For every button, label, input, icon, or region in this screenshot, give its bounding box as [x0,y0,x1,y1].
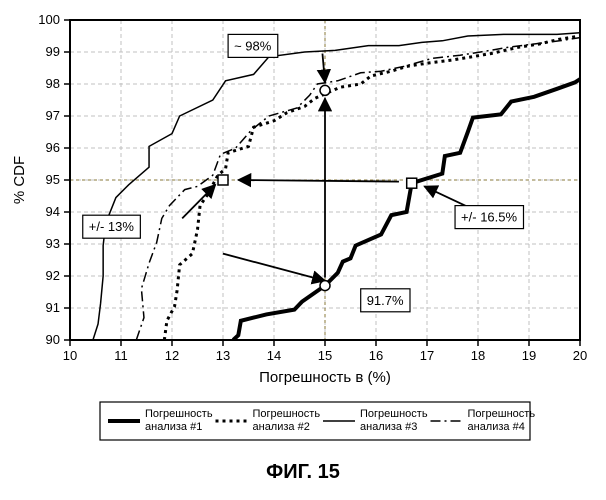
x-tick-label: 19 [522,348,536,363]
cdf-chart: 10 11 12 13 14 15 16 17 18 19 20 90 91 92 93 94 95 96 97 98… [0,0,606,500]
y-tick-label: 98 [46,76,60,91]
y-tick-label: 99 [46,44,60,59]
y-tick-label: 90 [46,332,60,347]
svg-text:~ 98%: ~ 98% [234,38,272,53]
marker-circle [320,281,330,291]
marker-square [407,178,417,188]
marker-square [218,175,228,185]
x-tick-label: 16 [369,348,383,363]
svg-text:+/- 16.5%: +/- 16.5% [461,210,517,225]
y-tick-label: 92 [46,268,60,283]
x-tick-label: 14 [267,348,281,363]
x-tick-label: 18 [471,348,485,363]
x-tick-label: 10 [63,348,77,363]
legend-label: анализа #2 [253,421,310,433]
x-tick-label: 11 [114,348,128,363]
legend-label: Погрешность [145,408,213,420]
legend-label: анализа #4 [468,421,525,433]
annotation-box: +/- 16.5% [455,206,523,229]
x-tick-label: 12 [165,348,179,363]
annotation-box: +/- 13% [83,215,141,238]
y-axis-title: % CDF [11,156,28,204]
svg-text:+/- 13%: +/- 13% [89,219,135,234]
x-tick-label: 17 [420,348,434,363]
legend-label: Погрешность [468,408,536,420]
marker-circle [320,85,330,95]
x-tick-label: 20 [573,348,587,363]
y-tick-label: 94 [46,204,60,219]
x-tick-label: 13 [216,348,230,363]
legend-label: Погрешность [253,408,321,420]
y-tick-label: 96 [46,140,60,155]
svg-text:91.7%: 91.7% [367,293,404,308]
x-tick-label: 15 [318,348,332,363]
legend-label: Погрешность [360,408,428,420]
y-tick-label: 93 [46,236,60,251]
legend-label: анализа #1 [145,421,202,433]
y-tick-label: 100 [38,12,60,27]
y-tick-label: 97 [46,108,60,123]
figure-label: ФИГ. 15 [266,461,340,483]
x-axis-title: Погрешность в (%) [259,369,391,386]
y-tick-label: 91 [46,300,60,315]
annotation-box: 91.7% [361,289,410,312]
legend-label: анализа #3 [360,421,417,433]
y-tick-label: 95 [46,172,60,187]
annotation-box: ~ 98% [228,34,278,57]
